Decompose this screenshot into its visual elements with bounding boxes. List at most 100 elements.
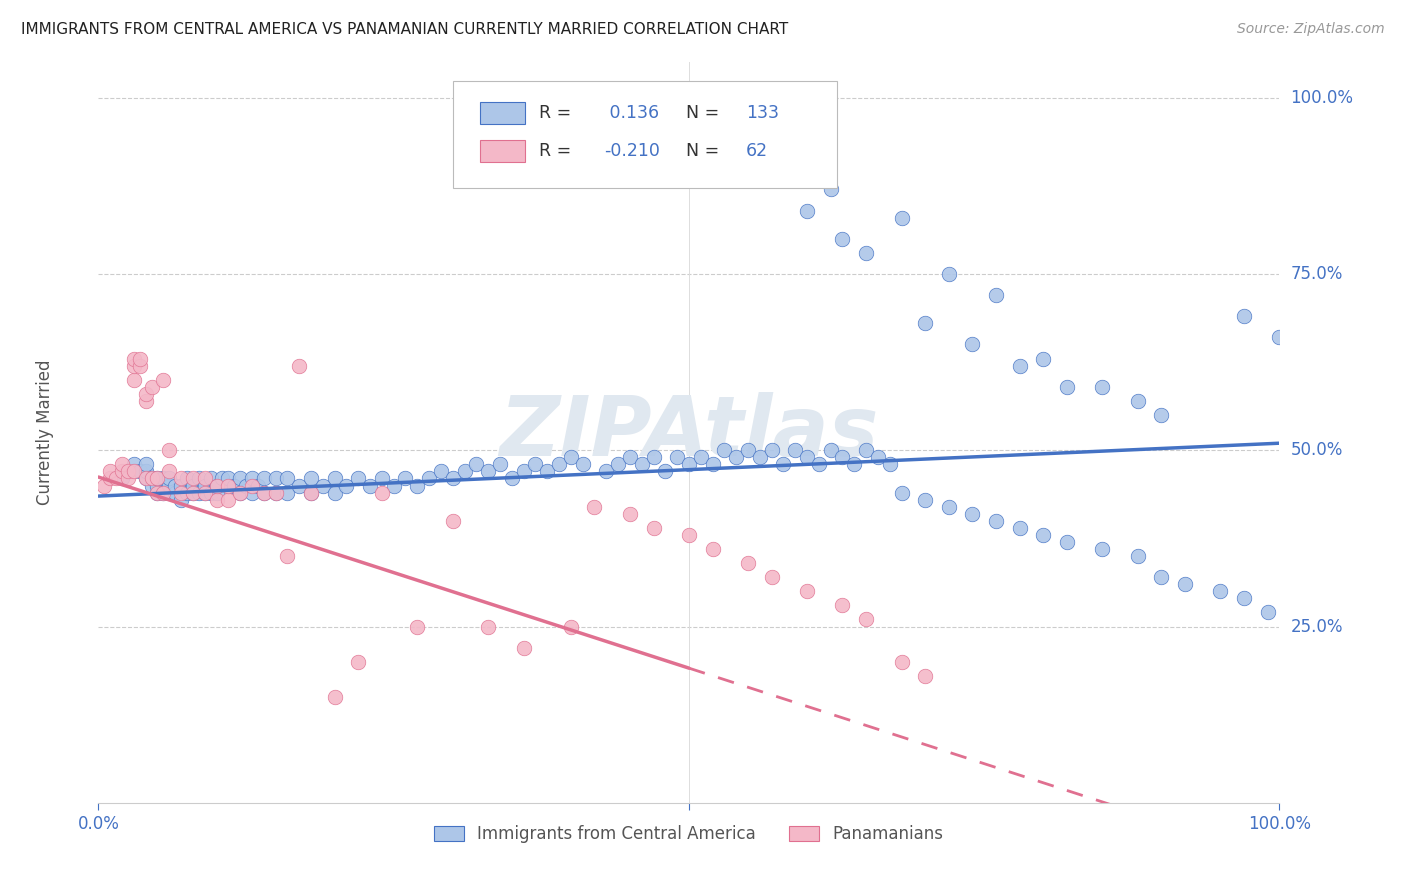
Point [347,471,370,485]
Point [146,471,169,485]
Point [1126,549,1149,563]
Point [725,450,748,465]
Point [98,471,121,485]
Point [347,655,370,669]
Point [146,471,169,485]
Point [938,267,960,281]
Point [205,492,228,507]
Point [176,485,198,500]
Point [984,288,1007,302]
Point [820,182,842,196]
Point [1056,535,1078,549]
Point [157,485,180,500]
Point [194,485,217,500]
Point [135,458,157,472]
Point [141,471,163,485]
Point [117,471,139,485]
Point [93,478,115,492]
Text: N =: N = [675,103,724,122]
Point [418,471,440,485]
Point [1032,351,1054,366]
Point [157,443,180,458]
Text: 133: 133 [745,103,779,122]
Point [111,458,134,472]
Point [122,373,145,387]
Point [1233,591,1256,606]
Point [1091,541,1114,556]
Point [371,471,394,485]
Point [1008,359,1031,373]
Point [194,485,217,500]
Point [205,478,228,492]
Point [406,619,429,633]
Point [253,471,276,485]
Point [98,464,121,478]
Point [299,485,322,500]
Point [229,485,252,500]
Point [855,443,877,458]
Point [1257,606,1279,620]
Point [323,471,346,485]
Point [276,471,298,485]
Point [141,478,163,492]
Point [170,492,193,507]
Point [962,507,984,521]
Point [1008,521,1031,535]
Point [157,464,180,478]
Point [187,485,209,500]
Point [240,485,263,500]
Point [128,351,150,366]
Point [1268,330,1291,344]
Text: ZIPAtlas: ZIPAtlas [499,392,879,473]
Point [194,478,217,492]
Point [702,541,724,556]
Point [152,373,174,387]
Point [117,464,139,478]
Point [441,514,464,528]
Point [938,500,960,514]
Text: Source: ZipAtlas.com: Source: ZipAtlas.com [1237,22,1385,37]
Point [548,458,571,472]
Point [128,464,150,478]
Point [394,471,416,485]
Point [831,232,853,246]
Point [229,485,252,500]
Point [866,450,889,465]
Point [406,478,429,492]
Text: 50.0%: 50.0% [1291,442,1343,459]
Text: 25.0%: 25.0% [1291,617,1343,635]
Point [157,471,180,485]
Point [785,443,807,458]
Point [914,316,936,330]
Point [807,458,830,472]
Point [312,478,335,492]
Bar [479,140,524,162]
Point [205,478,228,492]
Point [890,655,912,669]
Point [176,471,198,485]
Point [217,471,239,485]
Text: -0.210: -0.210 [605,143,659,161]
Point [187,471,209,485]
Point [796,584,818,599]
Point [205,485,228,500]
Point [165,478,187,492]
Point [607,458,630,472]
Point [879,458,901,472]
Point [276,549,298,563]
Point [643,521,665,535]
Point [217,478,239,492]
Point [264,485,287,500]
Point [135,471,157,485]
Point [152,471,174,485]
Point [560,450,582,465]
Point [146,485,169,500]
Text: Currently Married: Currently Married [37,359,55,506]
Point [512,464,534,478]
Point [1091,380,1114,394]
Point [240,471,263,485]
Point [702,458,724,472]
Point [224,478,246,492]
Point [1174,577,1197,591]
Point [713,443,735,458]
